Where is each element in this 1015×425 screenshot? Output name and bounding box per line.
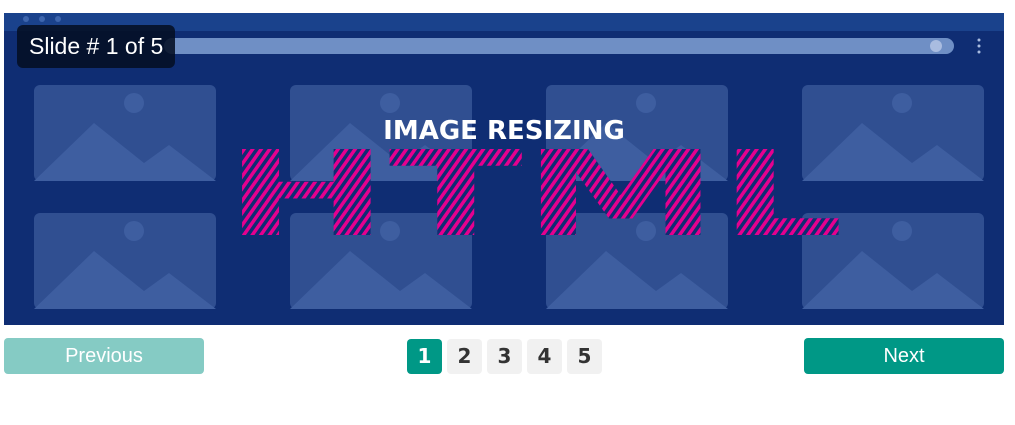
pagination: 1 2 3 4 5: [407, 338, 602, 374]
banner-main-text: HTML: [224, 125, 844, 263]
html-image-resizing-banner-image: IMAGE RESIZING HTML: [4, 13, 1004, 325]
slider-controls: Previous 1 2 3 4 5 Next: [4, 338, 1004, 374]
slide-image: IMAGE RESIZING HTML: [4, 13, 1004, 325]
page-button-2[interactable]: 2: [447, 338, 482, 374]
page-button-1[interactable]: 1: [407, 338, 442, 374]
banner-top-text: IMAGE RESIZING: [383, 116, 625, 146]
slide-counter: Slide # 1 of 5: [17, 25, 176, 68]
previous-button[interactable]: Previous: [4, 338, 204, 374]
page-button-4[interactable]: 4: [527, 338, 562, 374]
page-button-3[interactable]: 3: [487, 338, 522, 374]
image-slider: IMAGE RESIZING HTML Slide # 1 of 5: [4, 13, 1004, 325]
page-button-5[interactable]: 5: [567, 338, 602, 374]
next-button[interactable]: Next: [804, 338, 1004, 374]
